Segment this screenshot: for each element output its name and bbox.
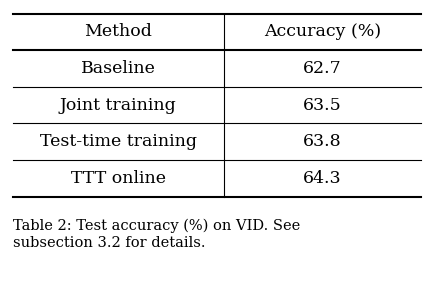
Text: Joint training: Joint training [60,97,177,113]
Text: 63.8: 63.8 [303,133,342,150]
Text: Table 2: Test accuracy (%) on VID. See
subsection 3.2 for details.: Table 2: Test accuracy (%) on VID. See s… [13,219,300,250]
Text: 62.7: 62.7 [303,60,342,77]
Text: 64.3: 64.3 [303,170,342,187]
Text: 63.5: 63.5 [303,97,342,113]
Text: Baseline: Baseline [81,60,156,77]
Text: Test-time training: Test-time training [40,133,197,150]
Text: Method: Method [84,23,152,40]
Text: TTT online: TTT online [71,170,166,187]
Text: Accuracy (%): Accuracy (%) [264,23,381,40]
